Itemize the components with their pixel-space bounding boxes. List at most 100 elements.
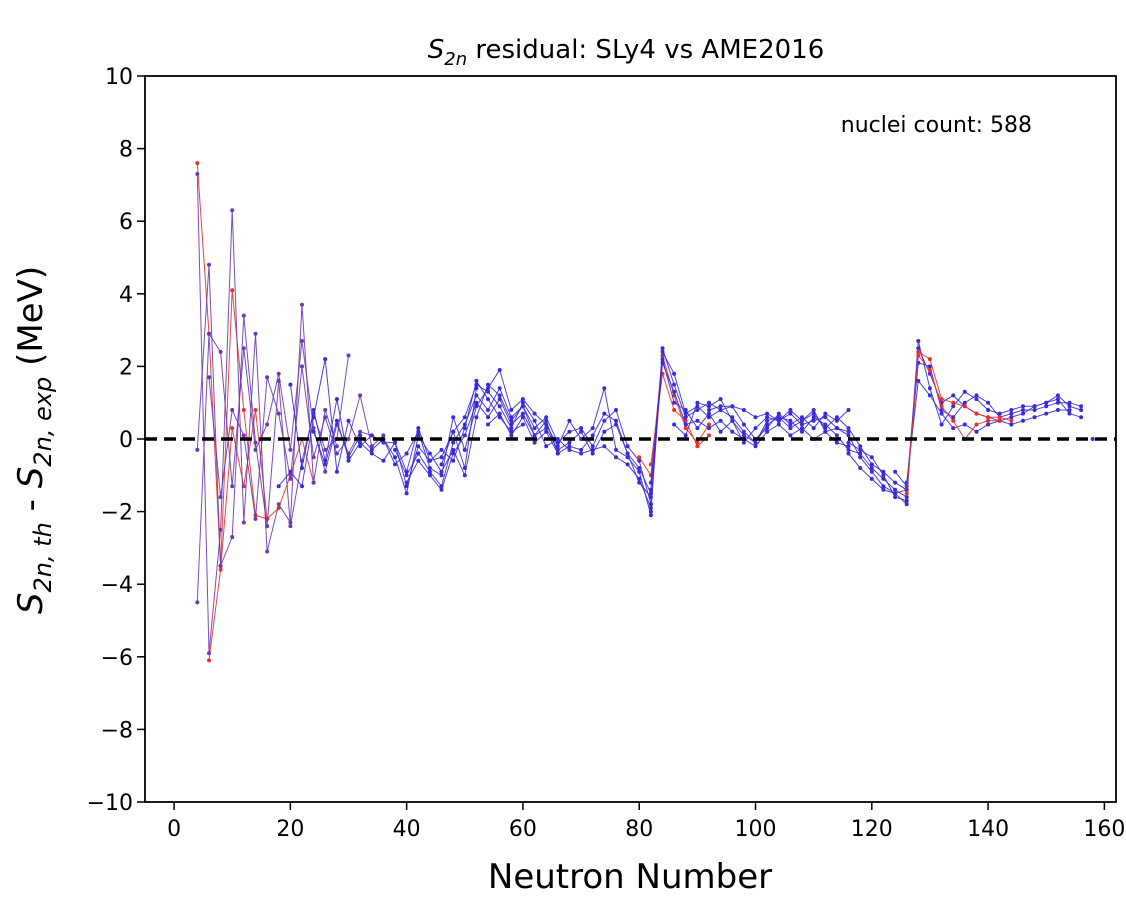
- data-point: [846, 408, 851, 412]
- data-point: [323, 469, 328, 474]
- data-point: [474, 415, 479, 420]
- data-point: [834, 426, 839, 431]
- data-point: [276, 484, 281, 489]
- data-point: [625, 444, 630, 449]
- data-point: [846, 429, 851, 434]
- data-point: [637, 455, 642, 460]
- data-point: [276, 502, 281, 507]
- data-point: [1009, 418, 1014, 423]
- data-point: [602, 429, 607, 434]
- data-point: [1055, 408, 1060, 412]
- series-5: [207, 364, 386, 521]
- data-point: [416, 458, 421, 463]
- data-point: [846, 440, 851, 445]
- data-point: [404, 480, 409, 485]
- data-point: [265, 549, 270, 554]
- data-point: [1067, 411, 1072, 416]
- data-point: [1044, 404, 1049, 409]
- data-point: [404, 473, 409, 478]
- data-point: [683, 426, 688, 431]
- data-point: [358, 433, 363, 438]
- series-25: [904, 378, 1072, 485]
- data-point: [951, 426, 956, 431]
- data-point: [823, 415, 828, 420]
- data-point: [707, 400, 711, 405]
- data-point: [486, 389, 490, 394]
- data-point: [846, 444, 851, 449]
- data-point: [265, 524, 270, 529]
- data-point: [916, 378, 921, 383]
- data-point: [800, 422, 804, 427]
- data-point: [927, 386, 932, 391]
- data-point: [300, 302, 304, 307]
- data-point: [765, 415, 770, 420]
- data-point: [846, 433, 851, 438]
- data-point: [486, 386, 490, 391]
- data-point: [311, 408, 316, 412]
- y-label-part: S: [11, 593, 51, 615]
- series-16: [648, 346, 851, 507]
- y-label-part: -: [11, 488, 51, 522]
- data-point: [300, 466, 304, 470]
- data-point: [788, 408, 793, 412]
- data-point: [520, 422, 525, 427]
- y-tick-label: −2: [101, 501, 133, 526]
- data-point: [834, 415, 839, 420]
- data-point: [986, 415, 991, 420]
- data-point: [672, 382, 677, 387]
- data-point: [707, 426, 711, 431]
- data-point: [893, 480, 898, 485]
- data-point: [276, 411, 281, 416]
- series-0: [195, 161, 316, 568]
- data-point: [637, 480, 642, 485]
- data-point: [788, 426, 793, 431]
- data-point: [916, 349, 921, 354]
- data-point: [462, 447, 467, 452]
- data-point: [881, 469, 886, 474]
- data-point: [765, 426, 770, 431]
- data-point: [1032, 415, 1037, 420]
- data-point: [648, 487, 653, 492]
- data-point: [614, 447, 618, 452]
- data-point: [323, 447, 328, 452]
- data-point: [544, 429, 549, 434]
- data-point: [869, 476, 874, 481]
- data-point: [927, 368, 932, 372]
- series-2: [195, 172, 339, 656]
- data-point: [381, 458, 386, 463]
- data-point: [218, 495, 223, 500]
- data-point: [579, 447, 584, 452]
- data-point: [451, 429, 456, 434]
- data-point: [358, 444, 363, 449]
- data-point: [520, 397, 525, 402]
- y-tick-label: −6: [101, 646, 133, 671]
- data-point: [230, 484, 235, 489]
- data-point: [555, 437, 560, 441]
- data-point: [334, 397, 339, 402]
- data-point: [334, 469, 339, 474]
- data-point: [683, 422, 688, 427]
- data-point: [497, 404, 502, 409]
- data-point: [532, 418, 537, 423]
- data-point: [497, 368, 502, 372]
- data-point: [497, 397, 502, 402]
- data-point: [1079, 404, 1084, 409]
- data-point: [1055, 393, 1060, 398]
- series-15: [648, 371, 711, 467]
- data-point: [753, 415, 758, 420]
- data-point: [1021, 408, 1025, 412]
- data-point: [404, 491, 409, 496]
- data-point: [660, 357, 665, 362]
- data-point: [207, 658, 211, 663]
- data-point: [311, 455, 316, 460]
- data-point: [834, 440, 839, 445]
- data-point: [439, 473, 444, 478]
- data-point: [253, 516, 258, 521]
- series-line: [918, 351, 1012, 422]
- data-point: [811, 411, 816, 416]
- data-point: [300, 339, 304, 343]
- data-point: [451, 415, 456, 420]
- data-point: [334, 444, 339, 449]
- data-point: [230, 426, 235, 431]
- data-point: [893, 495, 898, 500]
